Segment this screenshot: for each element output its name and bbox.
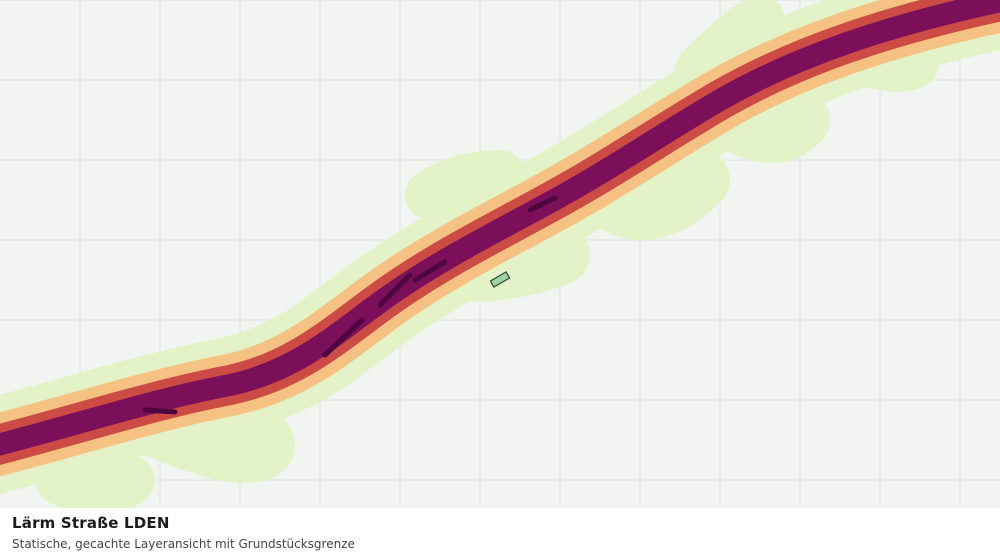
- noise-band-4: [0, 0, 1000, 456]
- noise-contours: [0, 0, 1000, 508]
- layer-subtitle: Statische, gecachte Layeransicht mit Gru…: [12, 537, 355, 551]
- layer-caption: Lärm Straße LDEN Statische, gecachte Lay…: [0, 508, 1000, 560]
- parcel-boundary[interactable]: [489, 271, 511, 288]
- noise-band-1-patch: [410, 15, 940, 302]
- map-view[interactable]: [0, 0, 1000, 508]
- noise-band-5: [142, 195, 558, 415]
- layer-title: Lärm Straße LDEN: [12, 514, 170, 532]
- noise-band-1-patch: [35, 0, 785, 508]
